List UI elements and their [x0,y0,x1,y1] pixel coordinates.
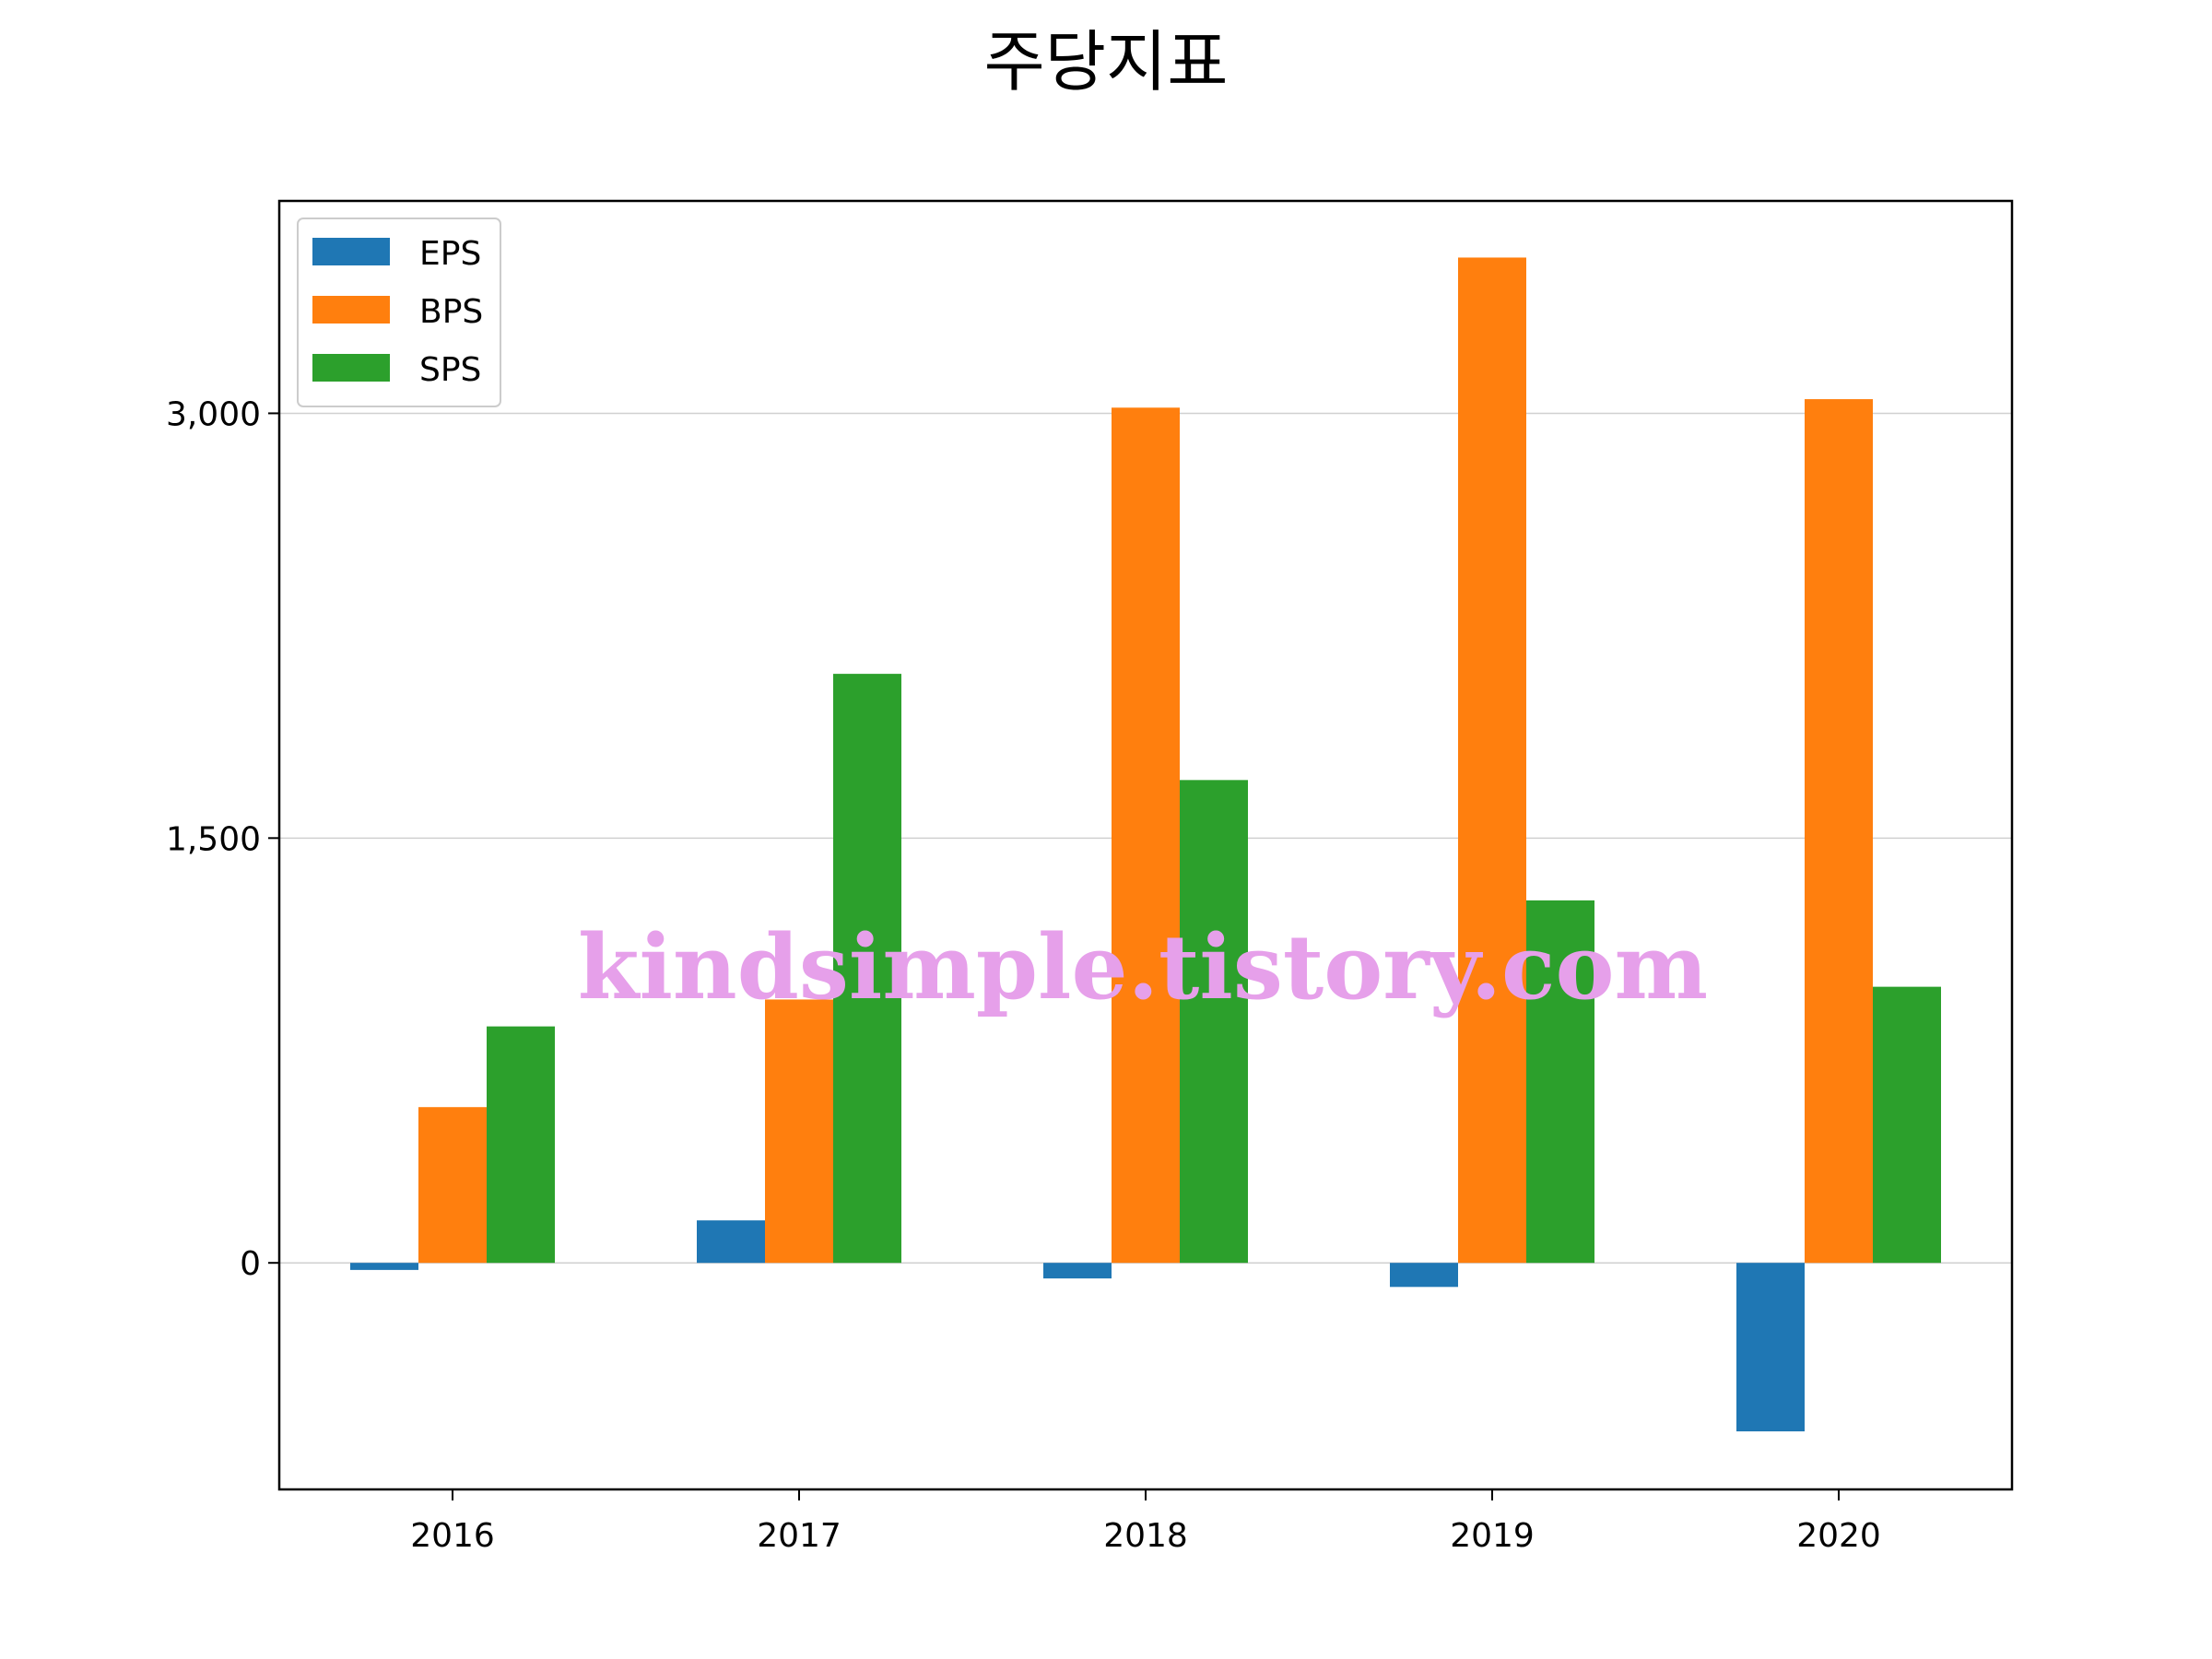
bar-eps-2016 [350,1263,418,1270]
bar-eps-2017 [697,1220,765,1264]
bar-bps-2016 [418,1107,487,1264]
bar-bps-2018 [1112,407,1180,1264]
bar-eps-2020 [1736,1263,1805,1432]
legend-swatch-sps [312,354,390,382]
x-tick-label: 2018 [1103,1517,1188,1555]
y-tick-label: 1,500 [166,820,261,858]
y-tick-label: 3,000 [166,395,261,433]
bar-bps-2020 [1805,399,1873,1264]
bars [350,257,1941,1432]
legend-label-sps: SPS [419,351,481,389]
bar-sps-2020 [1873,986,1941,1264]
bar-eps-2018 [1043,1263,1112,1279]
bar-sps-2016 [487,1026,555,1264]
x-tick-label: 2020 [1796,1517,1881,1555]
bar-sps-2017 [833,674,901,1264]
x-tick-label: 2016 [410,1517,495,1555]
legend-swatch-eps [312,238,390,265]
watermark: kindsimple.tistory.com [578,915,1708,1019]
y-tick-label: 0 [240,1245,261,1283]
bar-sps-2018 [1180,780,1248,1264]
legend: EPS BPS SPS [297,218,501,407]
bar-bps-2017 [765,999,833,1264]
bar-bps-2019 [1458,257,1526,1264]
bar-sps-2019 [1526,900,1594,1264]
legend-swatch-bps [312,296,390,324]
chart-title: 주당지표 [984,23,1229,100]
bar-eps-2019 [1390,1263,1458,1288]
axes: 0 1,500 3,000 2016 2017 2018 2019 2020 [166,395,1881,1555]
legend-label-eps: EPS [419,235,481,273]
plot-frame [277,199,2014,1491]
legend-label-bps: BPS [419,293,483,331]
x-tick-label: 2019 [1450,1517,1535,1555]
x-tick-label: 2017 [757,1517,841,1555]
